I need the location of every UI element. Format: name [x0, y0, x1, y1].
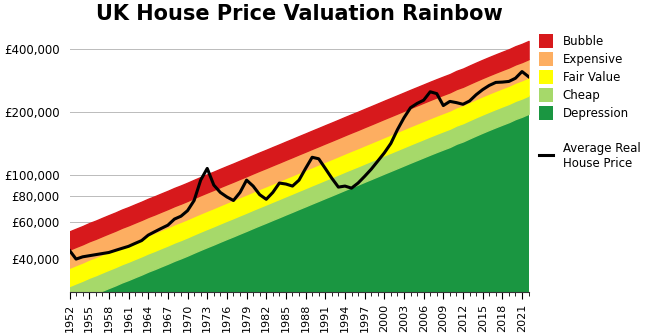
- Title: UK House Price Valuation Rainbow: UK House Price Valuation Rainbow: [95, 4, 502, 24]
- Legend: Bubble, Expensive, Fair Value, Cheap, Depression, , Average Real
House Price: Bubble, Expensive, Fair Value, Cheap, De…: [539, 34, 640, 170]
